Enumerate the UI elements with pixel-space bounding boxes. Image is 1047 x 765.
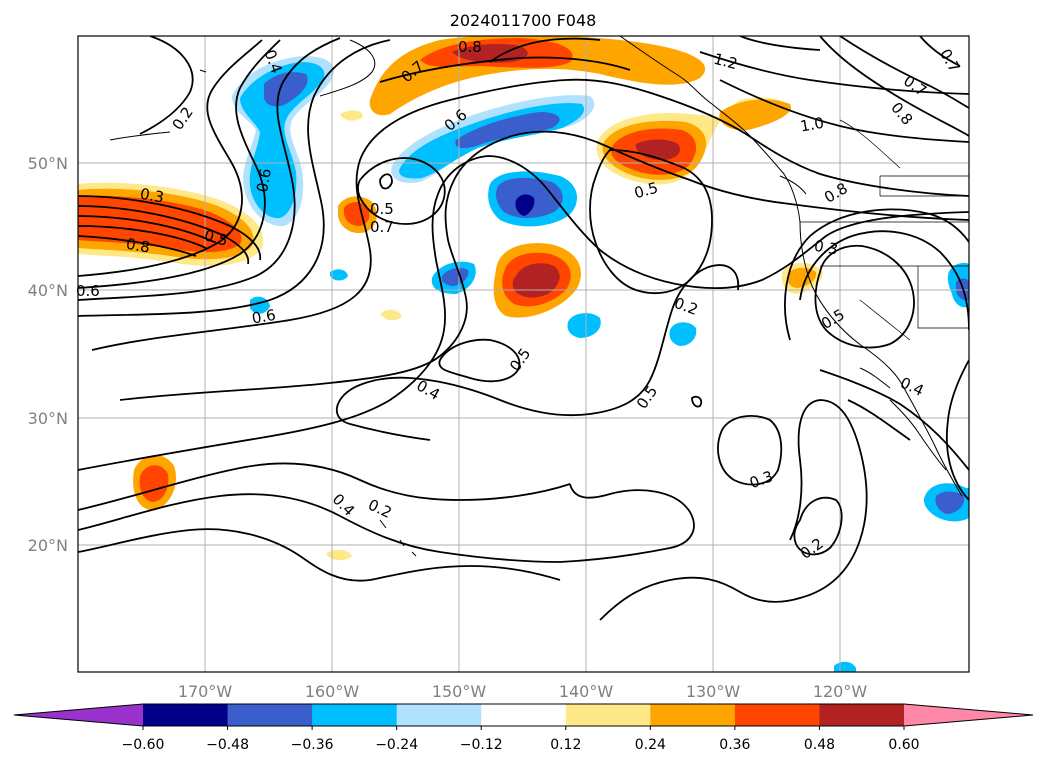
svg-text:0.6: 0.6	[76, 282, 100, 300]
colorbar-tick-label: −0.36	[291, 737, 334, 753]
colorbar-bin	[312, 704, 398, 726]
colorbar-extend-low	[14, 704, 143, 726]
colorbar-tick-label: 0.60	[888, 737, 919, 753]
colorbar-bin	[481, 704, 567, 726]
svg-text:0.7: 0.7	[370, 218, 394, 236]
colorbar-bin	[227, 704, 313, 726]
colorbar-tick-label: 0.48	[804, 737, 835, 753]
map-panel: 0.4 0.8 0.7 1.2 0.7 0.2 0.6 1.0 0.8 0.6 …	[76, 35, 970, 673]
latitude-labels: 50°N 40°N 30°N 20°N	[28, 154, 68, 555]
svg-text:0.5: 0.5	[632, 179, 660, 203]
colorbar-bin	[734, 704, 820, 726]
map-background	[78, 36, 969, 672]
colorbar-tick-label: −0.12	[460, 737, 503, 753]
longitude-labels: 170°W 160°W 150°W 140°W 130°W 120°W	[178, 682, 868, 701]
svg-text:50°N: 50°N	[28, 154, 68, 173]
svg-text:1.2: 1.2	[712, 50, 740, 74]
svg-text:0.8: 0.8	[458, 38, 482, 56]
svg-text:0.3: 0.3	[139, 185, 166, 207]
colorbar-tick-label: 0.36	[719, 737, 750, 753]
colorbar-bin	[143, 704, 229, 726]
colorbar-extend-high	[904, 704, 1033, 726]
svg-text:1.0: 1.0	[799, 114, 826, 136]
svg-text:130°W: 130°W	[686, 682, 741, 701]
map-title: 2024011700 F048	[450, 11, 597, 30]
svg-text:0.5: 0.5	[370, 200, 394, 218]
state-borders	[800, 119, 969, 341]
svg-text:0.6: 0.6	[253, 167, 275, 194]
colorbar-bin	[396, 704, 482, 726]
svg-text:140°W: 140°W	[559, 682, 614, 701]
svg-text:30°N: 30°N	[28, 409, 68, 428]
svg-text:40°N: 40°N	[28, 281, 68, 300]
colorbar-tick-label: −0.60	[122, 737, 165, 753]
svg-text:160°W: 160°W	[305, 682, 360, 701]
colorbar-tick-label: −0.48	[206, 737, 249, 753]
svg-text:0.5: 0.5	[202, 226, 230, 250]
colorbar-bin	[650, 704, 736, 726]
map-frame	[77, 35, 970, 673]
colorbar-bin	[819, 704, 905, 726]
contour-lines	[78, 36, 969, 621]
svg-text:120°W: 120°W	[813, 682, 868, 701]
svg-text:0.8: 0.8	[125, 235, 152, 257]
gridlines	[78, 36, 969, 672]
colorbar-tick-label: −0.24	[375, 737, 418, 753]
svg-text:20°N: 20°N	[28, 536, 68, 555]
colorbar-tick-label: 0.24	[635, 737, 666, 753]
svg-text:0.6: 0.6	[250, 306, 277, 328]
colorbar-bin	[565, 704, 651, 726]
svg-text:0.3: 0.3	[813, 237, 840, 259]
svg-text:150°W: 150°W	[432, 682, 487, 701]
colorbar: −0.60 −0.48 −0.36 −0.24 −0.12 0.12 0.24 0.36 0.4…	[13, 703, 1034, 753]
colorbar-tick-label: 0.12	[550, 737, 581, 753]
svg-text:170°W: 170°W	[178, 682, 233, 701]
